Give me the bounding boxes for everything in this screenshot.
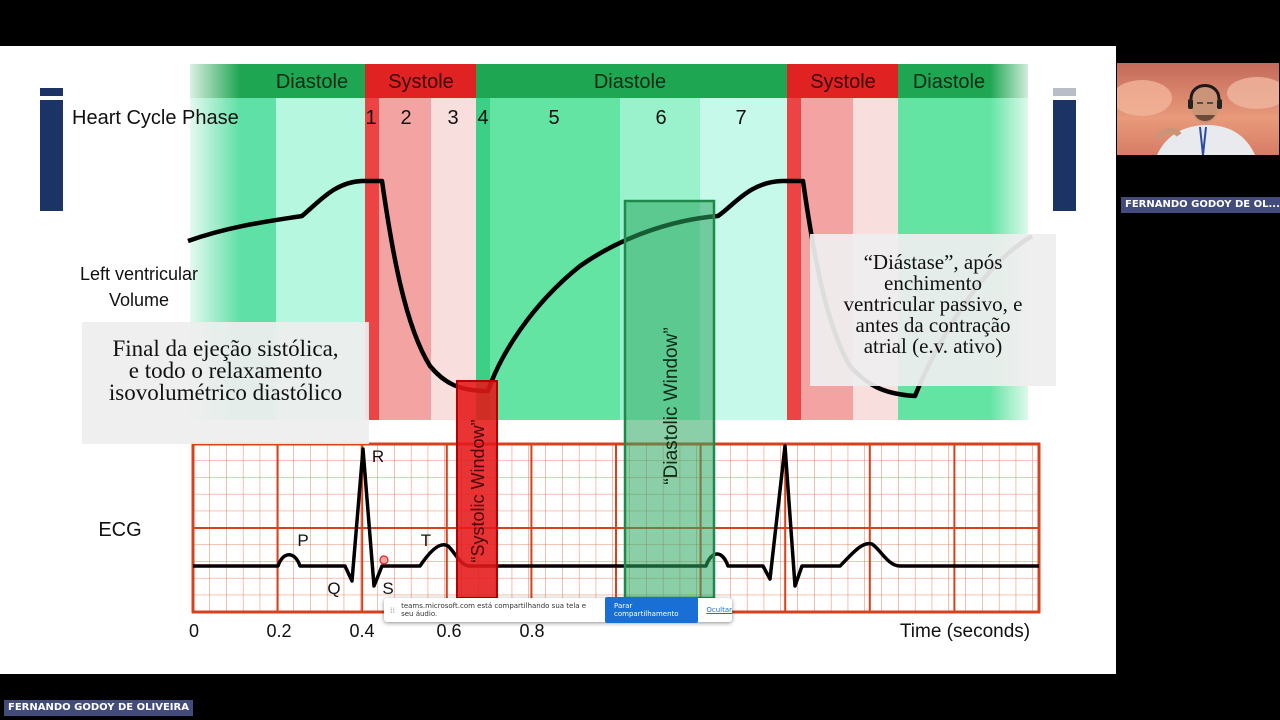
deco-bar-left bbox=[40, 100, 63, 211]
ecg-p-wave-label: P bbox=[297, 531, 308, 550]
systolic-window-label: “Systolic Window” bbox=[468, 419, 488, 562]
participant-video-tile[interactable] bbox=[1117, 63, 1279, 155]
drag-handle-icon[interactable]: ⁞⁞ bbox=[390, 605, 396, 615]
deco-bar-right bbox=[1053, 100, 1076, 211]
phase-diastole-1: Diastole bbox=[276, 71, 348, 93]
caption-right-line2: enchimento bbox=[884, 271, 982, 295]
phase-number-1: 1 bbox=[365, 107, 376, 129]
heart-cycle-phase-label: Heart Cycle Phase bbox=[72, 107, 239, 129]
caption-right-line3: ventricular passivo, e bbox=[843, 292, 1023, 316]
caption-right-line1: “Diástase”, após bbox=[863, 250, 1003, 274]
caption-left: Final da ejeção sistólica, e todo o rela… bbox=[82, 322, 369, 444]
participant-video bbox=[1117, 63, 1279, 155]
caption-left-line1: Final da ejeção sistólica, bbox=[112, 336, 339, 361]
share-message: teams.microsoft.com está compartilhando … bbox=[401, 602, 587, 618]
phase-header bbox=[190, 64, 1028, 98]
ecg-q-wave-label: Q bbox=[327, 579, 340, 598]
ecg-label: ECG bbox=[98, 519, 141, 541]
screen-share-bar: ⁞⁞ teams.microsoft.com está compartilhan… bbox=[384, 597, 732, 623]
ecg-r-wave-label: R bbox=[372, 447, 384, 466]
phase-number-2: 2 bbox=[400, 107, 411, 129]
phase-diastole-2: Diastole bbox=[594, 71, 666, 93]
ecg-s-wave-label: S bbox=[382, 579, 393, 598]
hide-link[interactable]: Ocultar bbox=[706, 606, 732, 614]
ecg-grid bbox=[191, 442, 1041, 614]
phase-number-5: 5 bbox=[548, 107, 559, 129]
diastolic-window-label: “Diastolic Window” bbox=[661, 327, 682, 484]
stop-sharing-button[interactable]: Parar compartilhamento bbox=[605, 597, 699, 623]
caption-right-line5: atrial (e.v. ativo) bbox=[863, 334, 1003, 358]
caption-left-line2: e todo o relaxamento bbox=[128, 358, 323, 383]
participant-name-tag: FERNANDO GODOY DE OL... bbox=[1121, 197, 1280, 213]
time-tick-0-2: 0.2 bbox=[266, 621, 291, 641]
phase-number-7: 7 bbox=[735, 107, 746, 129]
phase-systole-1: Systole bbox=[388, 71, 454, 93]
presentation-slide: Diastole Systole Diastole Systole Diasto… bbox=[0, 46, 1116, 674]
caption-right-line4: antes da contração bbox=[855, 313, 1011, 337]
caption-left-line3: isovolumétrico diastólico bbox=[108, 380, 343, 405]
lv-volume-label-line2: Volume bbox=[109, 290, 169, 310]
time-tick-0: 0 bbox=[189, 621, 199, 641]
caption-right: “Diástase”, após enchimento ventricular … bbox=[810, 234, 1056, 386]
diastolic-window: “Diastolic Window” bbox=[623, 199, 716, 600]
pointer-dot bbox=[379, 555, 389, 565]
phase-diastole-3: Diastole bbox=[913, 71, 985, 93]
phase-number-6: 6 bbox=[655, 107, 666, 129]
phase-number-3: 3 bbox=[447, 107, 458, 129]
time-tick-0-6: 0.6 bbox=[436, 621, 461, 641]
time-tick-0-8: 0.8 bbox=[519, 621, 544, 641]
systolic-window: “Systolic Window” bbox=[456, 380, 498, 599]
phase-systole-2: Systole bbox=[810, 71, 876, 93]
presenter-name-tag: FERNANDO GODOY DE OLIVEIRA bbox=[4, 700, 193, 716]
ecg-t-wave-label: T bbox=[421, 531, 431, 550]
phase-number-4: 4 bbox=[477, 107, 488, 129]
lv-volume-label-line1: Left ventricular bbox=[80, 264, 198, 284]
ecg-trace bbox=[193, 444, 1039, 588]
time-tick-0-4: 0.4 bbox=[349, 621, 374, 641]
deco-bar-right-top bbox=[1053, 88, 1076, 96]
deco-bar-left-top bbox=[40, 88, 63, 96]
time-axis-label: Time (seconds) bbox=[900, 621, 1030, 642]
